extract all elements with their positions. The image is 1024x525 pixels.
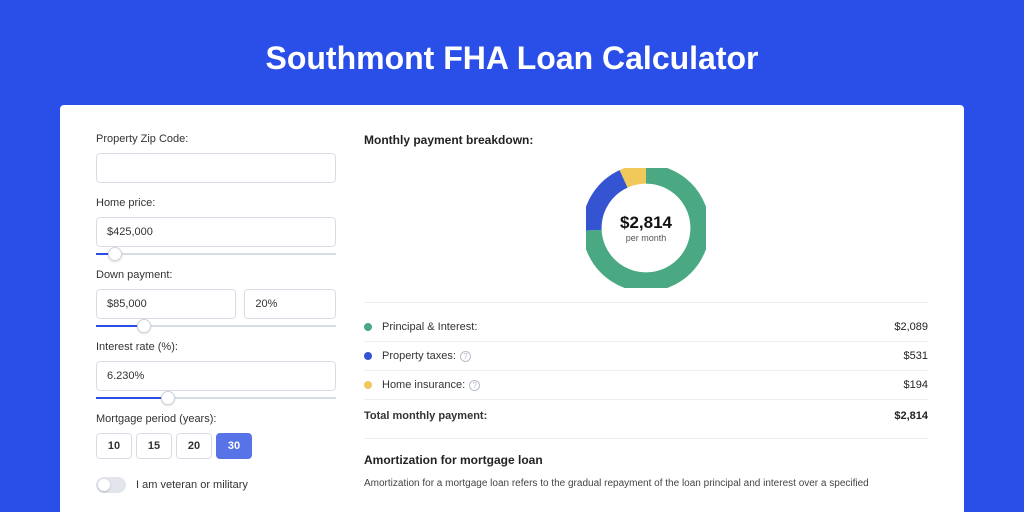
down-payment-label: Down payment:: [96, 269, 336, 281]
period-option-15[interactable]: 15: [136, 433, 172, 459]
breakdown-column: Monthly payment breakdown: $2,814 per mo…: [364, 133, 928, 525]
interest-rate-label: Interest rate (%):: [96, 341, 336, 353]
breakdown-title: Monthly payment breakdown:: [364, 133, 928, 147]
home-price-slider[interactable]: [96, 253, 336, 255]
legend-row: Home insurance:?$194: [364, 371, 928, 400]
donut-center: $2,814 per month: [586, 168, 706, 288]
veteran-label: I am veteran or military: [136, 479, 248, 491]
legend-label: Home insurance:?: [382, 379, 904, 391]
legend-value: $194: [904, 379, 928, 391]
down-payment-field: Down payment:: [96, 269, 336, 327]
page-title: Southmont FHA Loan Calculator: [60, 40, 964, 77]
down-payment-percent-input[interactable]: [244, 289, 336, 319]
form-column: Property Zip Code: Home price: Down paym…: [96, 133, 336, 525]
legend-row: Property taxes:?$531: [364, 342, 928, 371]
veteran-row: I am veteran or military: [96, 477, 336, 493]
down-payment-amount-input[interactable]: [96, 289, 236, 319]
legend-row: Principal & Interest:$2,089: [364, 313, 928, 342]
total-row: Total monthly payment: $2,814: [364, 400, 928, 432]
veteran-toggle[interactable]: [96, 477, 126, 493]
info-icon[interactable]: ?: [460, 351, 471, 362]
slider-thumb[interactable]: [161, 391, 175, 405]
zip-input[interactable]: [96, 153, 336, 183]
amortization-section: Amortization for mortgage loan Amortizat…: [364, 438, 928, 491]
info-icon[interactable]: ?: [469, 380, 480, 391]
donut-amount: $2,814: [620, 213, 672, 233]
mortgage-period-label: Mortgage period (years):: [96, 413, 336, 425]
donut-chart-wrap: $2,814 per month: [364, 153, 928, 303]
period-option-10[interactable]: 10: [96, 433, 132, 459]
total-label: Total monthly payment:: [364, 410, 894, 422]
legend-label: Property taxes:?: [382, 350, 904, 362]
interest-rate-input[interactable]: [96, 361, 336, 391]
mortgage-period-group: 10152030: [96, 433, 336, 459]
home-price-input[interactable]: [96, 217, 336, 247]
calculator-panel: Property Zip Code: Home price: Down paym…: [60, 105, 964, 525]
legend-dot: [364, 381, 372, 389]
slider-thumb[interactable]: [108, 247, 122, 261]
legend-label: Principal & Interest:: [382, 321, 894, 333]
interest-rate-slider[interactable]: [96, 397, 336, 399]
donut-sub: per month: [626, 233, 667, 243]
legend-value: $2,089: [894, 321, 928, 333]
home-price-label: Home price:: [96, 197, 336, 209]
period-option-30[interactable]: 30: [216, 433, 252, 459]
page-background: Southmont FHA Loan Calculator Property Z…: [0, 0, 1024, 512]
interest-rate-field: Interest rate (%):: [96, 341, 336, 399]
period-option-20[interactable]: 20: [176, 433, 212, 459]
home-price-field: Home price:: [96, 197, 336, 255]
amortization-text: Amortization for a mortgage loan refers …: [364, 477, 928, 491]
zip-field: Property Zip Code:: [96, 133, 336, 183]
amortization-title: Amortization for mortgage loan: [364, 453, 928, 467]
legend-dot: [364, 323, 372, 331]
legend: Principal & Interest:$2,089Property taxe…: [364, 313, 928, 400]
legend-dot: [364, 352, 372, 360]
donut-chart: $2,814 per month: [586, 168, 706, 288]
zip-label: Property Zip Code:: [96, 133, 336, 145]
slider-thumb[interactable]: [137, 319, 151, 333]
total-value: $2,814: [894, 410, 928, 422]
mortgage-period-field: Mortgage period (years): 10152030: [96, 413, 336, 459]
legend-value: $531: [904, 350, 928, 362]
down-payment-slider[interactable]: [96, 325, 336, 327]
